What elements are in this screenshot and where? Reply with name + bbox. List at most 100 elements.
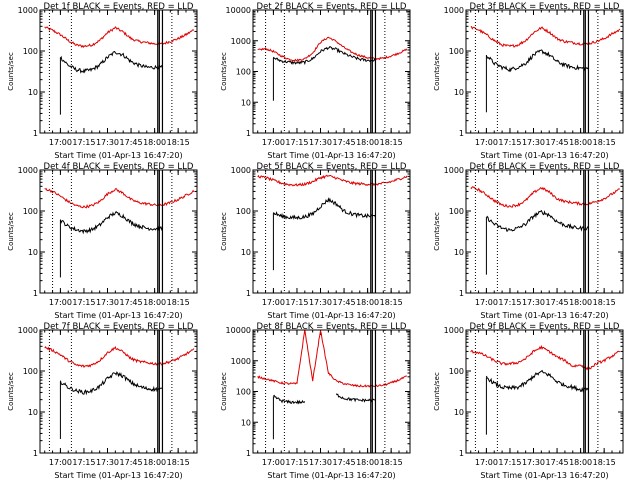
x-tick-label: 17:15 — [285, 298, 308, 307]
lld-series-line — [470, 344, 621, 373]
x-tick-label: 17:45 — [546, 458, 569, 467]
x-tick-label: 18:15 — [167, 138, 190, 147]
y-tick-label: 1 — [33, 289, 38, 298]
events-series-line — [59, 210, 163, 235]
chart-panel-8: Det 8f BLACK = Events, RED = LLD Counts/s… — [220, 322, 411, 480]
x-axis-label: Start Time (01-Apr-13 16:47:20) — [267, 471, 395, 480]
y-tick-label: 1000 — [18, 166, 38, 175]
x-axis-label: Start Time (01-Apr-13 16:47:20) — [267, 151, 395, 160]
y-tick-label: 1000 — [231, 166, 251, 175]
lld-series-line — [44, 26, 195, 49]
y-tick-label: 10 — [28, 248, 38, 257]
y-tick-label: 10000 — [226, 6, 251, 15]
x-tick-label: 18:00 — [569, 458, 592, 467]
chart-title: Det 8f BLACK = Events, RED = LLD — [257, 322, 407, 332]
y-axis-label: Counts/sec — [7, 212, 15, 251]
chart-title: Det 2f BLACK = Events, RED = LLD — [257, 2, 407, 12]
x-tick-label: 17:00 — [475, 138, 498, 147]
plot-area — [470, 330, 621, 453]
y-axis-label: Counts/sec — [433, 372, 441, 411]
x-tick-label: 17:45 — [546, 138, 569, 147]
chart-title: Det 6f BLACK = Events, RED = LLD — [470, 162, 620, 172]
plot-frame — [252, 329, 411, 454]
y-tick-label: 100 — [23, 47, 38, 56]
y-tick-label: 10 — [454, 408, 464, 417]
x-tick-label: 17:30 — [309, 138, 332, 147]
lld-series-line — [44, 187, 195, 209]
x-tick-label: 18:00 — [356, 298, 379, 307]
y-tick-label: 1 — [33, 449, 38, 458]
y-tick-label: 1 — [246, 289, 251, 298]
x-axis-label: Start Time (01-Apr-13 16:47:20) — [480, 151, 608, 160]
plot-area — [257, 170, 408, 293]
x-tick-label: 17:45 — [333, 458, 356, 467]
y-tick-label: 100 — [449, 367, 464, 376]
x-axis-label: Start Time (01-Apr-13 16:47:20) — [480, 311, 608, 320]
x-tick-label: 17:45 — [333, 298, 356, 307]
x-tick-label: 17:30 — [96, 458, 119, 467]
events-series-line — [485, 369, 589, 393]
x-tick-label: 18:15 — [167, 298, 190, 307]
x-tick-label: 17:15 — [285, 458, 308, 467]
plot-frame — [39, 329, 198, 454]
y-axis-label: Counts/sec — [433, 52, 441, 91]
y-tick-label: 1000 — [18, 326, 38, 335]
chart-title: Det 4f BLACK = Events, RED = LLD — [44, 162, 194, 172]
x-tick-label: 17:00 — [262, 298, 285, 307]
y-tick-label: 10 — [241, 98, 251, 107]
x-tick-label: 17:30 — [96, 138, 119, 147]
events-series-line — [273, 197, 376, 221]
plot-frame — [252, 9, 411, 134]
x-tick-label: 18:00 — [143, 458, 166, 467]
plot-frame — [252, 169, 411, 294]
y-axis-label: Counts/sec — [433, 212, 441, 251]
y-axis-label: Counts/sec — [7, 52, 15, 91]
x-tick-label: 18:15 — [380, 298, 403, 307]
x-tick-label: 17:30 — [96, 298, 119, 307]
y-tick-label: 10000 — [226, 326, 251, 335]
y-tick-label: 1 — [459, 289, 464, 298]
y-axis-label: Counts/sec — [220, 52, 228, 91]
x-axis-label: Start Time (01-Apr-13 16:47:20) — [54, 311, 182, 320]
x-tick-label: 17:00 — [49, 138, 72, 147]
x-tick-label: 17:45 — [120, 458, 143, 467]
x-tick-label: 18:15 — [167, 458, 190, 467]
y-tick-label: 1 — [33, 129, 38, 138]
chart-panel-5: Det 5f BLACK = Events, RED = LLD Counts/s… — [220, 162, 411, 320]
y-tick-label: 1000 — [444, 166, 464, 175]
chart-title: Det 9f BLACK = Events, RED = LLD — [470, 322, 620, 332]
plot-frame — [465, 169, 624, 294]
chart-panel-3: Det 3f BLACK = Events, RED = LLD Counts/s… — [433, 2, 624, 160]
x-tick-label: 17:45 — [333, 138, 356, 147]
lld-series-line — [470, 186, 620, 208]
x-tick-label: 18:00 — [569, 298, 592, 307]
lld-series-line — [44, 345, 195, 369]
x-axis-label: Start Time (01-Apr-13 16:47:20) — [54, 471, 182, 480]
x-tick-label: 18:00 — [143, 138, 166, 147]
chart-title: Det 3f BLACK = Events, RED = LLD — [470, 2, 620, 12]
y-tick-label: 1 — [459, 449, 464, 458]
y-tick-label: 100 — [236, 388, 251, 397]
plot-area — [44, 10, 195, 133]
plot-area — [44, 170, 195, 293]
plot-frame — [465, 329, 624, 454]
events-series-line — [273, 393, 376, 405]
x-tick-label: 17:30 — [522, 298, 545, 307]
plot-area — [257, 330, 407, 453]
events-series-line — [59, 371, 163, 396]
x-tick-label: 17:45 — [120, 138, 143, 147]
events-series-line — [272, 45, 376, 66]
y-tick-label: 1000 — [444, 326, 464, 335]
x-tick-label: 17:00 — [475, 298, 498, 307]
chart-panel-6: Det 6f BLACK = Events, RED = LLD Counts/s… — [433, 162, 624, 320]
y-tick-label: 1000 — [231, 37, 251, 46]
chart-panel-4: Det 4f BLACK = Events, RED = LLD Counts/s… — [7, 162, 198, 320]
x-tick-label: 17:00 — [49, 298, 72, 307]
x-tick-label: 17:15 — [498, 138, 521, 147]
y-tick-label: 100 — [236, 207, 251, 216]
y-tick-label: 10 — [454, 248, 464, 257]
x-tick-label: 17:30 — [522, 458, 545, 467]
y-tick-label: 1 — [246, 449, 251, 458]
plot-frame — [39, 9, 198, 134]
